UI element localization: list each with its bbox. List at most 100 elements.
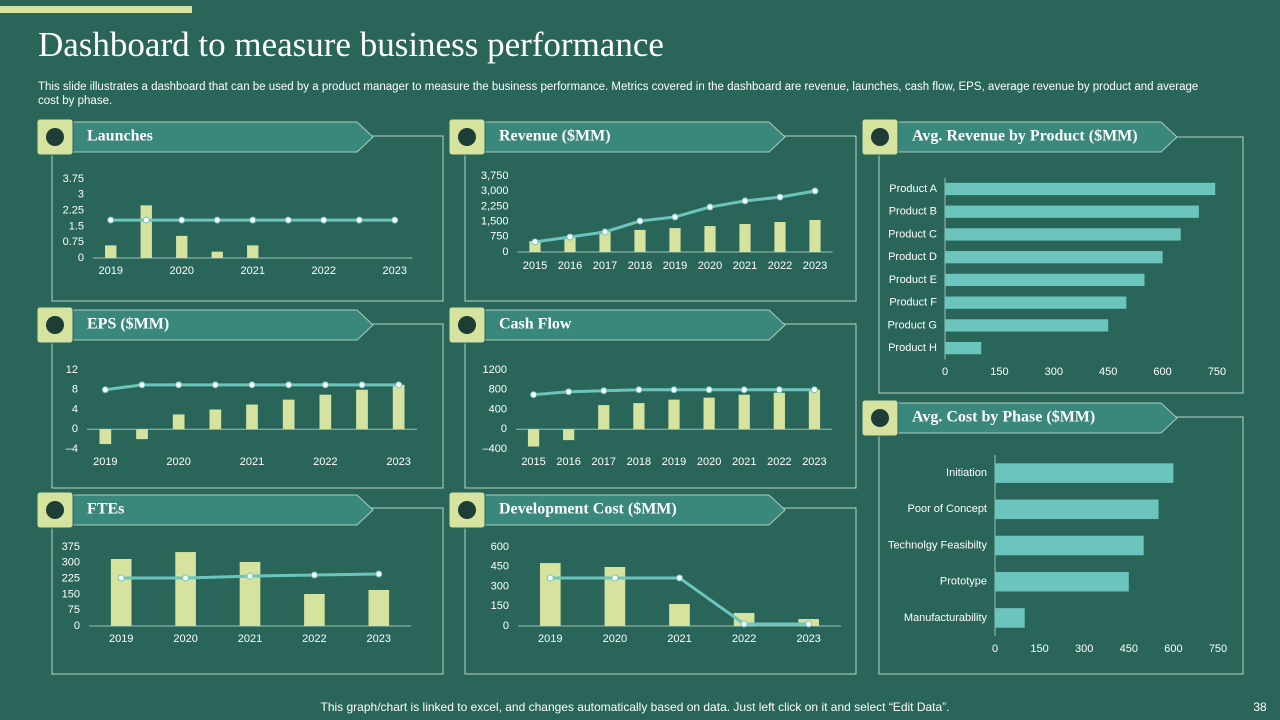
panel-title: Revenue ($MM)	[499, 128, 611, 145]
bar	[668, 399, 680, 430]
panel-icon-glyph	[871, 128, 889, 146]
y-tick-label: Initiation	[946, 467, 987, 479]
y-tick-label: 0	[501, 423, 507, 435]
x-tick-label: 2016	[558, 260, 582, 272]
bar	[945, 251, 1163, 264]
y-tick-label: 150	[491, 600, 509, 612]
bar	[945, 228, 1181, 241]
y-tick-label: Product G	[887, 319, 937, 331]
line-marker	[611, 574, 619, 582]
bar	[633, 403, 645, 430]
x-tick-label: 0	[942, 366, 948, 378]
slide-title: Dashboard to measure business performanc…	[38, 25, 664, 64]
y-tick-label: 2,250	[481, 200, 509, 212]
line-marker	[676, 574, 683, 582]
x-tick-label: 2022	[313, 456, 337, 468]
x-tick-label: 2020	[698, 260, 722, 272]
x-tick-label: 2023	[383, 265, 407, 277]
panel-icon-glyph	[46, 316, 64, 334]
x-tick-label: 2022	[302, 633, 326, 645]
line-marker	[358, 381, 366, 389]
y-tick-label: 1.5	[69, 220, 84, 232]
line-marker	[635, 386, 643, 394]
x-tick-label: 2022	[732, 633, 756, 645]
line-marker	[530, 391, 538, 399]
x-tick-label: 450	[1099, 366, 1117, 378]
bar	[634, 229, 646, 252]
accent-bar	[0, 6, 192, 13]
line-marker	[213, 216, 221, 224]
bar	[945, 319, 1109, 332]
line-marker	[740, 386, 748, 394]
panel	[878, 136, 1244, 394]
x-tick-label: 2017	[592, 456, 616, 468]
bar	[175, 552, 196, 626]
line-marker	[391, 216, 399, 224]
y-tick-label: 8	[72, 384, 78, 396]
x-tick-label: 2023	[796, 633, 820, 645]
y-tick-label: 3,750	[481, 170, 509, 182]
line-marker	[117, 574, 125, 582]
x-tick-label: 2020	[173, 633, 197, 645]
line-marker	[531, 238, 539, 246]
bar	[282, 399, 295, 430]
x-tick-label: 0	[992, 643, 998, 655]
x-tick-label: 2019	[93, 456, 117, 468]
y-tick-label: 300	[62, 557, 80, 569]
panel-title: Launches	[87, 128, 153, 145]
bar	[945, 205, 1199, 218]
y-tick-label: 0.75	[63, 236, 84, 248]
x-tick-label: 2021	[667, 633, 691, 645]
line-marker	[246, 572, 254, 580]
bar	[539, 563, 561, 626]
x-tick-label: 2023	[386, 456, 410, 468]
bar	[995, 535, 1144, 556]
x-tick-label: 2019	[109, 633, 133, 645]
x-tick-label: 2015	[521, 456, 545, 468]
panel-icon-glyph	[458, 316, 476, 334]
y-tick-label: Prototype	[940, 576, 987, 588]
line-marker	[175, 381, 183, 389]
bar	[99, 429, 112, 445]
bar	[738, 394, 750, 430]
x-tick-label: 2019	[663, 260, 687, 272]
bar	[247, 245, 259, 258]
y-tick-label: Product H	[888, 342, 937, 354]
page-number: 38	[1253, 700, 1267, 714]
panel-title: Avg. Revenue by Product ($MM)	[912, 128, 1138, 145]
panel-title: Development Cost ($MM)	[499, 501, 677, 518]
line-marker	[600, 387, 608, 395]
x-tick-label: 2023	[802, 456, 826, 468]
x-tick-label: 2015	[523, 260, 547, 272]
line-marker	[776, 193, 784, 201]
bar	[945, 273, 1145, 287]
panel-icon-glyph	[458, 501, 476, 519]
line-marker	[566, 233, 574, 241]
bar	[598, 405, 610, 430]
panel-icon-glyph	[458, 128, 476, 146]
y-tick-label: 2.25	[63, 205, 84, 217]
bar	[211, 251, 223, 258]
line-marker	[178, 216, 186, 224]
bar	[809, 219, 821, 252]
y-tick-label: Manufacturability	[904, 612, 988, 624]
panel-icon-glyph	[46, 501, 64, 519]
bar	[995, 499, 1159, 520]
bar	[529, 241, 541, 252]
bar	[246, 404, 258, 430]
y-tick-label: 375	[62, 541, 80, 553]
line-marker	[601, 228, 609, 236]
x-tick-label: 2017	[593, 260, 617, 272]
bar	[176, 235, 188, 258]
subtitle: This slide illustrates a dashboard that …	[38, 81, 1199, 107]
bar	[564, 235, 576, 252]
line-marker	[740, 620, 748, 628]
bar	[136, 429, 148, 440]
line-marker	[636, 217, 644, 225]
bar	[995, 463, 1174, 483]
bar	[599, 230, 611, 252]
panel-title: EPS ($MM)	[87, 316, 169, 333]
y-tick-label: 4	[72, 403, 78, 415]
